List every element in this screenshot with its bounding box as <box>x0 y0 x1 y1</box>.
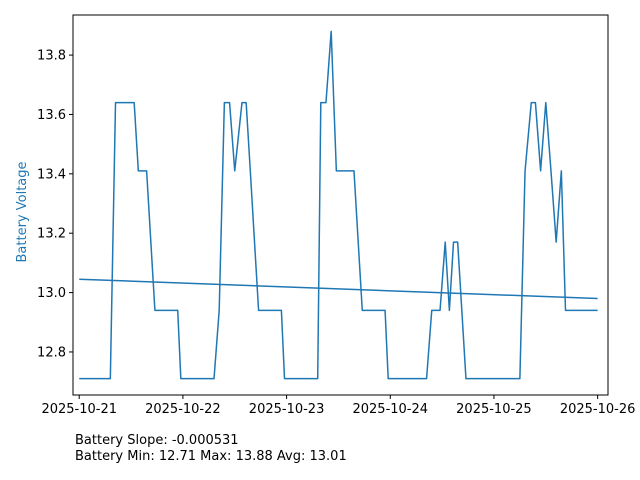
battery-slope-text: Battery Slope: -0.000531 <box>75 433 239 448</box>
trend-line <box>79 278 598 300</box>
y-tick-label: 13.2 <box>37 227 66 242</box>
x-tick-label: 2025-10-22 <box>145 402 221 417</box>
y-tick-label: 13.4 <box>37 167 66 182</box>
y-tick-label: 12.8 <box>37 345 66 360</box>
x-tick-label: 2025-10-25 <box>456 402 532 417</box>
x-tick-label: 2025-10-26 <box>560 402 636 417</box>
y-tick-label: 13.8 <box>37 49 66 64</box>
voltage-line <box>79 30 598 380</box>
y-tick-label: 13.6 <box>37 108 66 123</box>
plot-frame <box>72 14 609 396</box>
y-axis-label: Battery Voltage <box>15 161 30 262</box>
plot-area <box>73 15 608 395</box>
data-layer <box>79 30 598 380</box>
battery-min-max-avg-text: Battery Min: 12.71 Max: 13.88 Avg: 13.01 <box>75 449 347 464</box>
y-tick-label: 13.0 <box>37 286 66 301</box>
x-tick-label: 2025-10-23 <box>249 402 325 417</box>
x-tick-label: 2025-10-24 <box>352 402 428 417</box>
x-tick-label: 2025-10-21 <box>41 402 117 417</box>
axis-layer: 12.8 13.0 13.2 13.4 13.6 13.8 2025-10-21 2025-1… <box>37 49 635 417</box>
